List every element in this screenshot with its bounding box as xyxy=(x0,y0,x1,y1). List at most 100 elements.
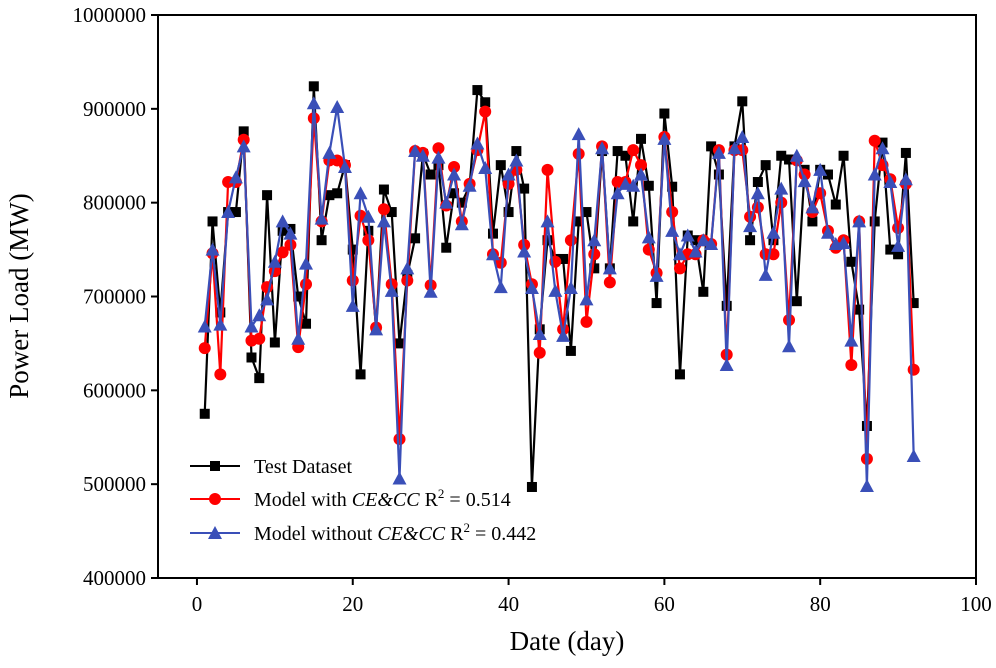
x-tick-label: 100 xyxy=(960,592,992,616)
data-point xyxy=(269,337,280,348)
x-axis-title: Date (day) xyxy=(510,626,625,656)
legend-marker-square xyxy=(210,461,220,471)
data-point xyxy=(384,283,399,297)
data-point xyxy=(564,234,577,247)
data-point xyxy=(558,253,569,264)
data-point xyxy=(316,235,327,246)
y-axis-title: Power Load (MW) xyxy=(4,193,34,398)
data-point xyxy=(221,205,236,219)
data-point xyxy=(659,108,670,119)
data-point xyxy=(563,281,578,295)
legend-without-r2-sup: 2 xyxy=(463,520,470,535)
data-point xyxy=(262,190,273,201)
data-point xyxy=(782,339,797,353)
data-point xyxy=(425,169,436,180)
data-point xyxy=(314,211,329,225)
data-point xyxy=(735,129,750,143)
data-point xyxy=(620,150,631,161)
data-point xyxy=(830,199,841,210)
data-point xyxy=(602,261,617,275)
series-model-without xyxy=(197,96,921,493)
legend-marker-triangle xyxy=(208,526,222,539)
data-point xyxy=(672,247,687,261)
data-point xyxy=(283,226,298,240)
data-point xyxy=(893,249,904,260)
data-point xyxy=(480,97,491,108)
data-point xyxy=(392,471,407,485)
data-point xyxy=(838,150,849,161)
data-point xyxy=(244,319,259,333)
data-point xyxy=(603,276,616,289)
data-point xyxy=(907,363,920,376)
data-point xyxy=(415,148,430,162)
data-point xyxy=(565,345,576,356)
data-point xyxy=(836,236,851,250)
y-tick-label: 900000 xyxy=(83,97,146,121)
data-point xyxy=(737,96,748,107)
data-point xyxy=(581,207,592,218)
legend-with-r2-value: = 0.514 xyxy=(444,489,510,511)
x-tick-label: 20 xyxy=(342,592,363,616)
data-point xyxy=(643,180,654,191)
data-point xyxy=(807,216,818,227)
data-point xyxy=(666,206,679,219)
legend-with-r2-label: R xyxy=(420,489,439,511)
data-point xyxy=(517,244,532,258)
data-point xyxy=(394,338,405,349)
data-point xyxy=(743,219,758,233)
data-point xyxy=(526,481,537,492)
data-point xyxy=(393,433,406,446)
data-point xyxy=(300,278,313,291)
data-point xyxy=(859,479,874,493)
data-point xyxy=(797,174,812,188)
legend-item-model-with: Model with CE&CC R2 = 0.514 xyxy=(190,486,511,511)
data-point xyxy=(322,145,337,159)
data-point xyxy=(587,233,602,247)
data-point xyxy=(542,235,553,246)
data-point xyxy=(432,142,445,155)
legend: Test Dataset Model with CE&CC R2 = 0.514… xyxy=(190,456,536,545)
data-point xyxy=(752,177,763,188)
data-point xyxy=(260,292,275,306)
x-tick-label: 80 xyxy=(810,592,831,616)
data-point xyxy=(485,247,500,261)
data-point xyxy=(846,256,857,267)
data-point xyxy=(301,318,312,329)
data-point xyxy=(626,178,641,192)
data-point xyxy=(680,228,695,242)
data-point xyxy=(276,246,289,259)
data-point xyxy=(519,183,530,194)
data-point xyxy=(641,230,656,244)
data-point xyxy=(665,223,680,237)
y-tick-label: 800000 xyxy=(83,191,146,215)
data-point xyxy=(207,216,218,227)
data-point xyxy=(908,298,919,309)
legend-label-model-without: Model without CE&CC R2 = 0.442 xyxy=(254,520,536,545)
data-point xyxy=(470,136,485,150)
data-point xyxy=(493,280,508,294)
data-point xyxy=(845,358,858,371)
data-point xyxy=(472,85,483,96)
x-tick-label: 60 xyxy=(654,592,675,616)
data-point xyxy=(891,238,906,252)
data-point xyxy=(198,342,211,355)
data-point xyxy=(540,214,555,228)
data-point xyxy=(885,244,896,255)
legend-with-italic: CE&CC xyxy=(352,489,420,511)
data-point xyxy=(213,317,228,331)
legend-marker-circle xyxy=(209,493,221,505)
legend-without-prefix: Model without xyxy=(254,523,377,545)
data-point xyxy=(362,234,375,247)
x-axis-ticks: 0 20 40 60 80 100 xyxy=(192,578,992,616)
data-point xyxy=(495,160,506,171)
data-point xyxy=(441,242,452,253)
data-point xyxy=(768,235,779,246)
data-point xyxy=(408,144,423,158)
legend-without-italic: CE&CC xyxy=(377,523,445,545)
data-point xyxy=(698,286,709,297)
data-point xyxy=(454,217,469,231)
data-point xyxy=(750,186,765,200)
data-point xyxy=(275,214,290,228)
data-point xyxy=(214,368,227,381)
